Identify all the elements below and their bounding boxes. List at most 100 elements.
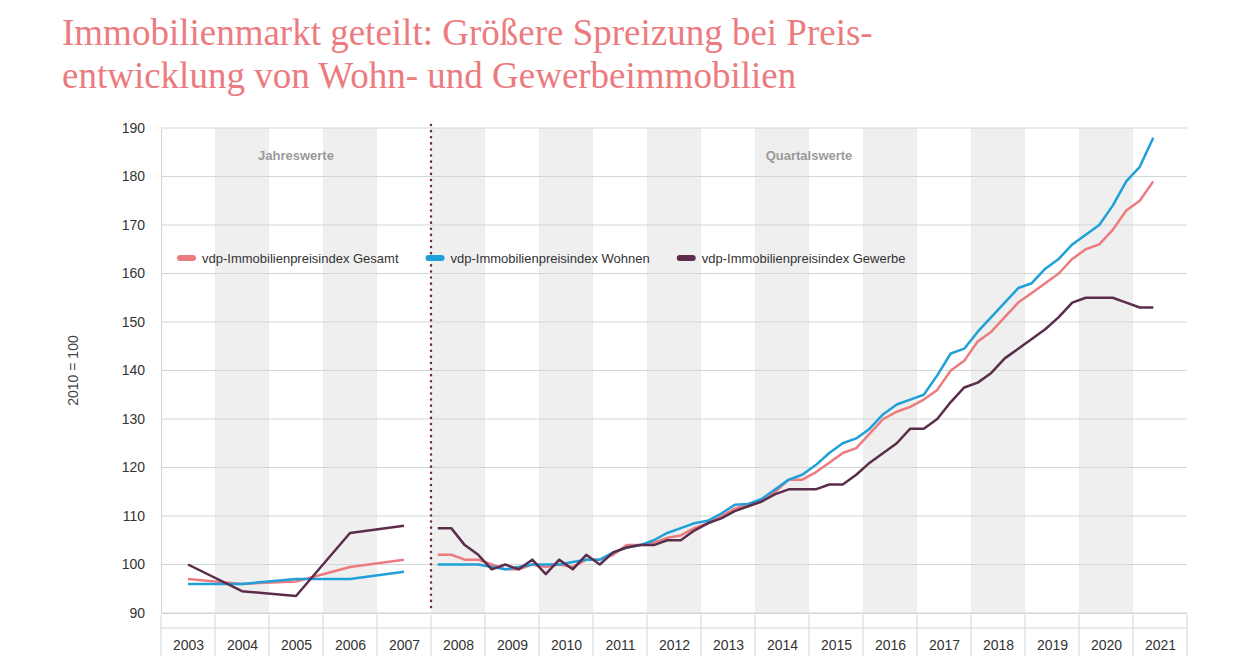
plot-area (188, 138, 1153, 596)
grid-line (161, 128, 1187, 129)
y-tick-label: 170 (122, 217, 146, 233)
y-tick: 130 (122, 411, 161, 427)
title-line: Immobilienmarkt geteilt: Größere Spreizu… (62, 12, 873, 53)
y-tick-label: 90 (129, 605, 145, 621)
y-tick: 120 (122, 459, 161, 475)
y-tick-label: 140 (122, 362, 146, 378)
period-divider (430, 125, 433, 613)
y-axis: 90100110120130140150160170180190 (122, 120, 162, 621)
x-tick: 2018 (983, 613, 1014, 653)
x-tick-label: 2013 (713, 637, 744, 653)
x-label-separator (215, 615, 216, 656)
x-tick: 2020 (1091, 613, 1122, 653)
x-label-row-line (161, 628, 1187, 629)
grid-line (161, 613, 1187, 614)
legend-label: vdp-Immobilienpreisindex Gewerbe (702, 251, 906, 266)
grid-line (161, 370, 1187, 371)
x-tick: 2015 (821, 613, 852, 653)
grid-line (161, 419, 1187, 420)
title-line: entwicklung von Wohn- und Gewerbeimmobil… (62, 55, 796, 96)
grid-line (161, 225, 1187, 226)
y-tick: 100 (122, 556, 161, 572)
series-line (188, 298, 1153, 596)
legend-label: vdp-Immobilienpreisindex Gesamt (202, 251, 399, 266)
x-label-row (161, 615, 1187, 656)
grid (161, 128, 1187, 613)
x-tick-label: 2003 (173, 637, 204, 653)
title: Immobilienmarkt geteilt: Größere Spreizu… (62, 12, 873, 96)
x-tick: 2003 (173, 613, 204, 653)
y-tick-label: 120 (122, 459, 146, 475)
x-label-separator (917, 615, 918, 656)
legend: vdp-Immobilienpreisindex Gesamt vdp-Immob… (180, 251, 906, 266)
x-tick: 2009 (497, 613, 528, 653)
x-tick-label: 2012 (659, 637, 690, 653)
x-tick-label: 2016 (875, 637, 906, 653)
x-label-separator (701, 615, 702, 656)
x-label-separator (377, 615, 378, 656)
x-label-separator (593, 615, 594, 656)
x-axis: 2003200420052006200720082009201020112012… (162, 613, 1188, 653)
x-tick: 2012 (659, 613, 690, 653)
grid-line (161, 273, 1187, 274)
x-axis-line (162, 613, 1188, 614)
grid-line (161, 322, 1187, 323)
x-label-separator (485, 615, 486, 656)
y-tick: 160 (122, 265, 161, 281)
x-tick-label: 2009 (497, 637, 528, 653)
x-tick: 2016 (875, 613, 906, 653)
x-tick: 2007 (389, 613, 420, 653)
legend-swatch (680, 255, 693, 261)
legend-item: vdp-Immobilienpreisindex Gewerbe (680, 251, 906, 266)
legend-swatch (180, 255, 193, 261)
x-tick-label: 2004 (227, 637, 258, 653)
x-label-separator (1187, 615, 1188, 656)
x-tick-label: 2021 (1145, 637, 1176, 653)
legend-item: vdp-Immobilienpreisindex Gesamt (180, 251, 399, 266)
chart: Immobilienmarkt geteilt: Größere Spreizu… (0, 0, 1254, 656)
x-tick: 2019 (1037, 613, 1068, 653)
x-label-separator (647, 615, 648, 656)
y-tick-label: 110 (123, 508, 146, 524)
series-line (188, 138, 1153, 584)
y-tick-label: 150 (122, 314, 146, 330)
grid-line (161, 516, 1187, 517)
y-tick-label: 190 (122, 120, 146, 136)
legend-swatch (429, 255, 442, 261)
x-tick: 2014 (767, 613, 798, 653)
legend-label: vdp-Immobilienpreisindex Wohnen (451, 251, 650, 266)
x-tick-label: 2014 (767, 637, 798, 653)
y-tick: 110 (123, 508, 161, 524)
x-label-separator (1133, 615, 1134, 656)
x-label-separator (809, 615, 810, 656)
y-tick-label: 130 (122, 411, 146, 427)
x-tick: 2008 (443, 613, 474, 653)
y-tick-label: 100 (122, 556, 146, 572)
x-label-separator (269, 615, 270, 656)
y-axis-title: 2010 = 100 (65, 335, 81, 406)
x-label-separator (1025, 615, 1026, 656)
x-tick-label: 2017 (929, 637, 960, 653)
grid-line (161, 564, 1187, 565)
x-tick-label: 2007 (389, 637, 420, 653)
x-tick: 2021 (1145, 613, 1176, 653)
x-tick: 2004 (227, 613, 258, 653)
grid-line (161, 467, 1187, 468)
x-tick-label: 2020 (1091, 637, 1122, 653)
x-label-separator (863, 615, 864, 656)
annotation: Quartalswerte (766, 148, 853, 163)
y-tick: 140 (122, 362, 161, 378)
y-tick: 150 (122, 314, 161, 330)
x-tick-label: 2011 (605, 637, 635, 653)
y-tick-label: 160 (122, 265, 146, 281)
grid-line (161, 176, 1187, 177)
x-tick-label: 2006 (335, 637, 366, 653)
x-tick: 2011 (605, 613, 635, 653)
x-tick: 2013 (713, 613, 744, 653)
x-tick-label: 2019 (1037, 637, 1068, 653)
x-tick-label: 2008 (443, 637, 474, 653)
x-label-separator (323, 615, 324, 656)
x-tick: 2005 (281, 613, 312, 653)
x-tick-label: 2015 (821, 637, 852, 653)
x-label-separator (1079, 615, 1080, 656)
